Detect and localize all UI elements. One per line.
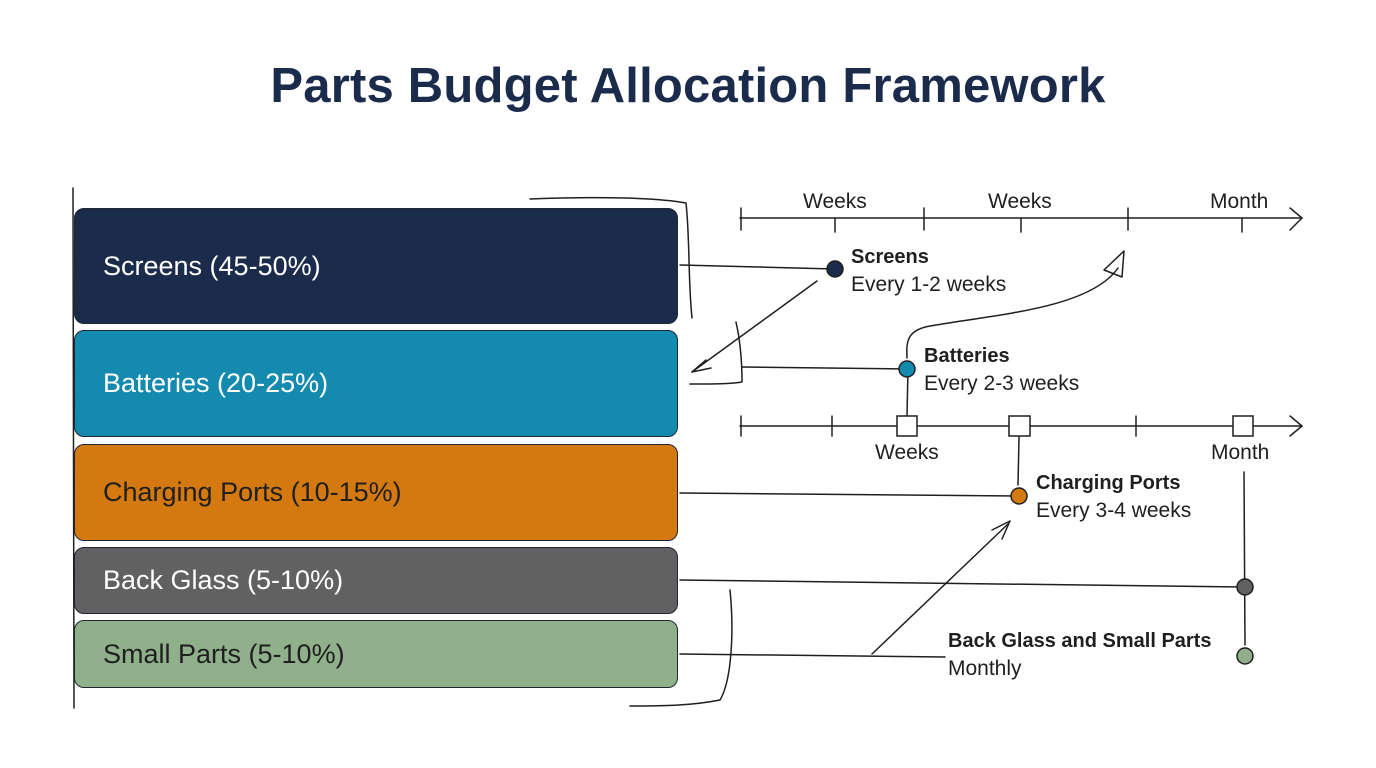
left-axis-line <box>72 187 75 709</box>
small-parts-dot <box>1236 647 1254 665</box>
bottom-timeline-tick-label: Month <box>1211 441 1270 464</box>
batteries-curve-arrowhead <box>1103 250 1125 278</box>
batteries-connector <box>741 366 907 370</box>
screens-return-arrow <box>691 280 818 373</box>
charging-ports-bar: Charging Ports (10-15%) <box>74 444 678 541</box>
charging-dot <box>1010 487 1028 505</box>
back-glass-bar-label: Back Glass (5-10%) <box>103 565 344 595</box>
back-glass-small-parts-schedule-title: Back Glass and Small Parts <box>948 630 1212 652</box>
screens-schedule-frequency: Every 1-2 weeks <box>851 273 1007 296</box>
charging-ports-schedule-frequency: Every 3-4 weeks <box>1036 499 1192 522</box>
small-parts-bar: Small Parts (5-10%) <box>74 620 678 688</box>
screens-connector <box>679 264 835 270</box>
screens-return-arrowhead <box>691 359 712 373</box>
charging-ports-bar-label: Charging Ports (10-15%) <box>103 477 402 507</box>
screens-schedule-title: Screens <box>851 246 929 268</box>
month-drop-line <box>1243 471 1246 646</box>
sketch-bracket-low <box>629 589 733 707</box>
top-timeline-arrowhead <box>1289 207 1303 231</box>
small-parts-up-arrow <box>871 523 1009 655</box>
batteries-bar-label: Batteries (20-25%) <box>103 368 329 398</box>
backglass-dot <box>1236 578 1254 596</box>
bottom-marker <box>896 415 918 437</box>
sketch-bracket-top <box>529 196 693 319</box>
top-timeline-tick-label: Month <box>1210 190 1269 213</box>
bottom-marker <box>1008 415 1031 437</box>
screens-bar-label: Screens (45-50%) <box>103 250 321 281</box>
backglass-connector <box>679 579 1244 588</box>
small-parts-bar-label: Small Parts (5-10%) <box>103 638 345 669</box>
bottom-timeline-arrowhead <box>1289 415 1303 437</box>
back-glass-bar: Back Glass (5-10%) <box>74 547 678 614</box>
batteries-curve-arrow <box>906 267 1119 359</box>
top-timeline-tick-label: Weeks <box>803 190 867 213</box>
batteries-bar: Batteries (20-25%) <box>74 330 678 437</box>
charging-ports-schedule-title: Charging Ports <box>1036 472 1181 494</box>
screens-bar: Screens (45-50%) <box>74 208 678 324</box>
bottom-marker <box>1232 415 1254 437</box>
top-timeline-tick-label: Weeks <box>988 190 1052 213</box>
batteries-schedule-title: Batteries <box>924 345 1010 367</box>
bottom-timeline-tick-label: Weeks <box>875 441 939 464</box>
batteries-schedule-frequency: Every 2-3 weeks <box>924 372 1080 395</box>
small-parts-up-arrowhead <box>991 520 1011 540</box>
screens-dot <box>826 260 844 278</box>
charging-stem <box>1017 436 1020 486</box>
back-glass-small-parts-schedule-frequency: Monthly <box>948 657 1022 680</box>
batteries-dot <box>898 360 916 378</box>
sketch-bracket-mid <box>689 321 743 385</box>
small-parts-arrow <box>679 653 946 658</box>
page-title: Parts Budget Allocation Framework <box>270 59 1106 113</box>
charging-connector <box>679 492 1019 497</box>
